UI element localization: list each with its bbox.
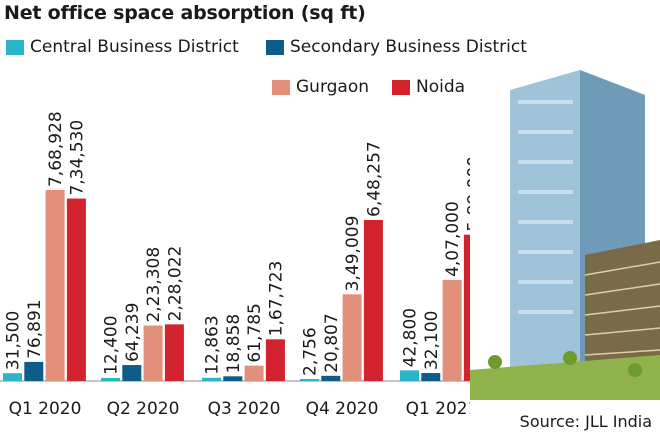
bar-secondary-business-district [421,373,441,381]
data-label: 18,858 [224,314,244,373]
bar-chart: 31,500 76,891 7,68,928 7,34,530 12,400 64,239… [0,111,470,419]
x-tick-label: Q1 2020 [9,399,82,419]
data-label: 7,68,928 [46,111,66,187]
legend-label: Noida [416,77,466,97]
legend-item-cbd: Central Business District [6,37,239,57]
bar-gurgaon [244,365,264,381]
x-tick-label: Q2 2020 [107,399,180,419]
bar-noida [265,339,285,381]
x-tick-label: Q4 2020 [306,399,379,419]
legend-item-noida: Noida [392,77,465,97]
bar-secondary-business-district [24,361,44,381]
data-label: 2,23,308 [144,247,164,323]
bar-central-business-district [300,379,319,381]
bar-central-business-district [202,377,221,381]
data-label: 7,34,530 [67,120,87,196]
bar-noida [363,219,383,381]
legend-label: Secondary Business District [290,37,527,57]
data-label: 12,863 [203,315,223,374]
legend-item-gurgaon: Gurgaon [272,77,369,97]
data-label: 61,785 [245,303,265,362]
bar-noida [66,198,86,381]
legend-swatch [266,39,284,55]
bar-secondary-business-district [122,365,142,381]
data-label: 2,28,022 [165,246,185,322]
bar-central-business-district [101,377,120,381]
legend-item-sbd: Secondary Business District [266,37,527,57]
data-label: 64,239 [123,303,143,362]
bar-gurgaon [45,190,65,381]
bar-gurgaon [442,279,462,381]
data-label: 2,756 [301,327,321,376]
data-label: 5,89,000 [464,156,470,232]
data-label: 6,48,257 [364,141,384,217]
data-label: 76,891 [25,299,45,358]
source-note: Source: JLL India [519,412,652,431]
bar-noida [164,324,184,381]
data-label: 12,400 [102,315,122,374]
x-tick-label: Q1 2021 [406,399,470,419]
chart-title: Net office space absorption (sq ft) [4,2,366,24]
x-tick-label: Q3 2020 [208,399,281,419]
data-label: 32,100 [422,311,442,370]
data-label: 20,807 [322,313,342,372]
bar-secondary-business-district [223,376,243,381]
data-label: 31,500 [4,311,24,370]
legend-swatch [6,39,24,55]
bar-gurgaon [342,294,362,381]
legend-label: Central Business District [30,37,239,57]
bar-secondary-business-district [321,375,341,381]
bar-gurgaon [143,325,163,381]
legend-label: Gurgaon [296,77,370,97]
bar-noida [463,234,470,381]
data-label: 42,800 [401,308,421,367]
data-label: 4,07,000 [443,201,463,277]
data-label: 1,67,723 [266,261,286,337]
office-buildings-illustration [470,70,660,400]
legend-swatch [272,79,290,95]
legend-swatch [392,79,410,95]
data-label: 3,49,009 [343,216,363,292]
bar-central-business-district [400,370,419,381]
bar-central-business-district [3,373,22,381]
